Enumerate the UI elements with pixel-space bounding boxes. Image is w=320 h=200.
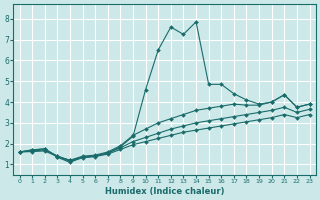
X-axis label: Humidex (Indice chaleur): Humidex (Indice chaleur) bbox=[105, 187, 224, 196]
